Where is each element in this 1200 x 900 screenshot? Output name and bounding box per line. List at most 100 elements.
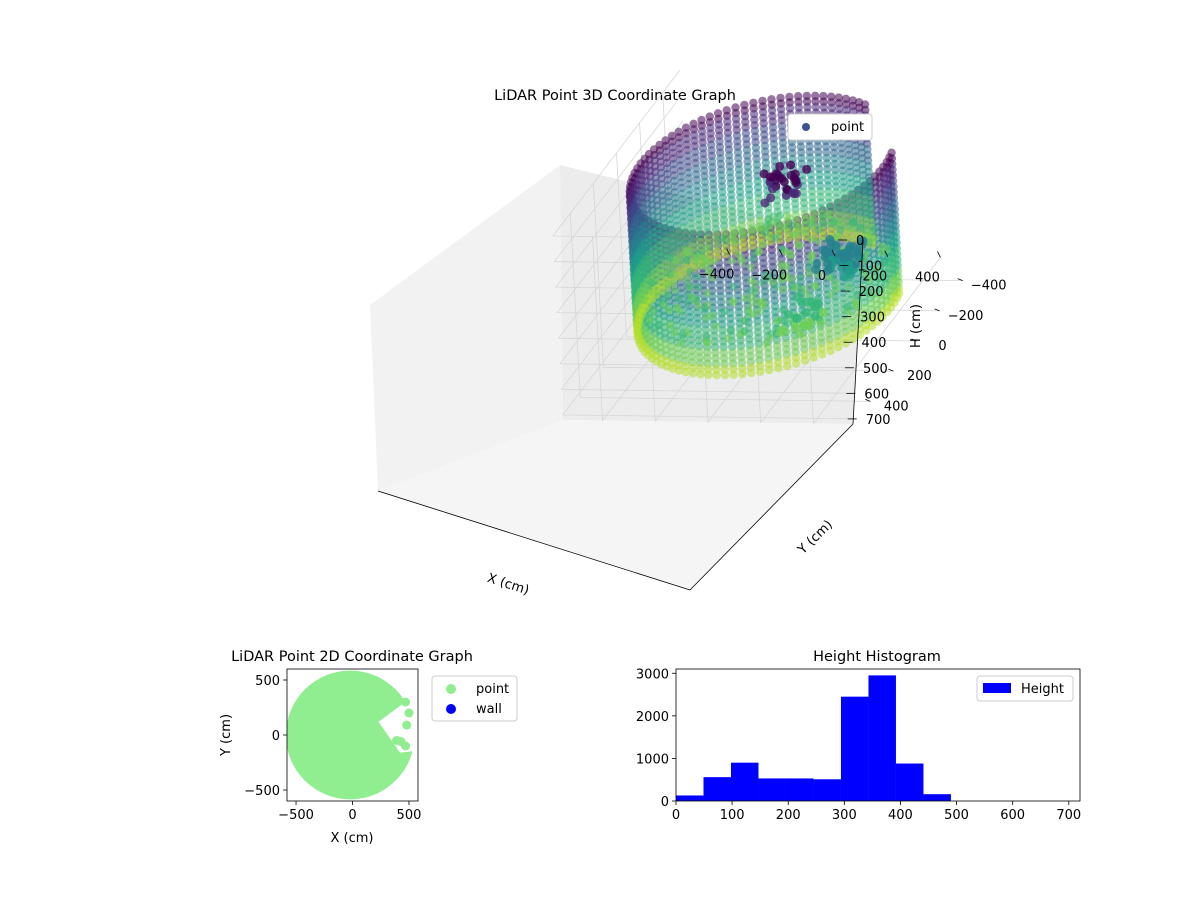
point-3d bbox=[856, 223, 865, 232]
point-3d bbox=[844, 244, 854, 254]
point-3d bbox=[870, 225, 879, 234]
x-tick bbox=[937, 251, 941, 258]
x-tick-label: 300 bbox=[832, 808, 857, 823]
x-tick-label: 0 bbox=[672, 808, 680, 823]
point-3d bbox=[681, 368, 690, 377]
y-tick-label: 400 bbox=[884, 399, 909, 414]
histogram-bar bbox=[813, 779, 841, 801]
point-3d bbox=[831, 278, 840, 287]
point-3d bbox=[823, 265, 833, 275]
point-3d bbox=[789, 189, 799, 199]
point-3d bbox=[785, 249, 794, 258]
z-tick-label: 200 bbox=[859, 285, 884, 300]
histogram-bar bbox=[730, 762, 759, 801]
y-tick bbox=[957, 278, 963, 282]
point-3d bbox=[808, 250, 817, 259]
point-3d bbox=[670, 328, 679, 337]
point-3d bbox=[811, 282, 820, 290]
point-3d bbox=[729, 370, 738, 379]
point-3d bbox=[760, 198, 770, 208]
point-cloud-disc bbox=[287, 670, 418, 800]
point-3d bbox=[804, 269, 813, 277]
z-tick-label: 100 bbox=[857, 260, 882, 275]
point-3d bbox=[669, 279, 678, 288]
legend-label: Height bbox=[1021, 682, 1064, 697]
point-3d bbox=[688, 369, 698, 378]
point-3d bbox=[823, 211, 832, 220]
point-3d bbox=[728, 230, 737, 239]
point-3d bbox=[747, 241, 757, 250]
point-3d bbox=[666, 321, 674, 330]
point-3d bbox=[817, 350, 827, 359]
point-3d bbox=[864, 230, 873, 239]
disc-gap bbox=[378, 692, 418, 753]
point-3d bbox=[857, 239, 867, 249]
point-3d bbox=[724, 236, 733, 245]
point-disc bbox=[287, 670, 415, 800]
point-3d bbox=[687, 293, 696, 302]
point-3d bbox=[890, 298, 899, 307]
histogram-title: Height Histogram bbox=[813, 649, 941, 665]
point-3d bbox=[791, 177, 801, 187]
point-3d bbox=[880, 258, 889, 267]
x-tick-label: 500 bbox=[944, 808, 969, 823]
histogram-bar bbox=[840, 696, 869, 801]
point-3d bbox=[812, 258, 822, 268]
legend-marker-point bbox=[446, 684, 456, 694]
point-3d bbox=[704, 265, 713, 274]
x-tick-label: 400 bbox=[888, 808, 913, 823]
histogram-bar bbox=[785, 778, 814, 801]
point-3d bbox=[677, 339, 686, 348]
point-3d bbox=[673, 303, 681, 312]
x-tick-label: 400 bbox=[915, 270, 940, 285]
x-tick bbox=[884, 250, 889, 257]
point-2d bbox=[401, 697, 411, 707]
point-3d bbox=[754, 297, 763, 306]
point-3d bbox=[663, 293, 672, 302]
y-tick-label: −200 bbox=[948, 309, 984, 324]
point-3d bbox=[801, 307, 811, 317]
legend-label: point bbox=[831, 120, 864, 135]
x-tick-label: −200 bbox=[751, 268, 787, 283]
point-3d bbox=[653, 290, 662, 299]
point-3d bbox=[826, 346, 835, 356]
point-3d bbox=[640, 296, 648, 305]
point-3d bbox=[792, 313, 802, 323]
point-3d bbox=[870, 234, 879, 243]
point-3d bbox=[729, 297, 738, 305]
point-3d bbox=[783, 319, 792, 328]
point-2d bbox=[404, 708, 414, 718]
point-3d bbox=[759, 278, 767, 287]
point-3d bbox=[662, 280, 671, 289]
point-3d bbox=[776, 211, 785, 220]
z-tick-label: 400 bbox=[862, 336, 887, 351]
point-3d bbox=[862, 326, 871, 335]
z-axis-label: H (cm) bbox=[909, 304, 924, 348]
point-3d bbox=[836, 225, 845, 234]
legend-box bbox=[976, 675, 1074, 702]
point-3d bbox=[791, 323, 801, 333]
point-3d bbox=[810, 311, 820, 321]
y-tick-label: 0 bbox=[938, 339, 946, 354]
histogram-bar bbox=[895, 763, 924, 801]
point-3d bbox=[786, 160, 795, 170]
point-2d bbox=[392, 736, 402, 745]
point-3d bbox=[843, 302, 852, 311]
legend-marker bbox=[802, 123, 810, 131]
point-3d bbox=[726, 327, 735, 335]
z-tick-label: 600 bbox=[864, 387, 889, 402]
plot-2d-area bbox=[287, 670, 418, 800]
plot-2d-ylabel: Y (cm) bbox=[219, 714, 234, 757]
y-tick-label: 0 bbox=[272, 729, 280, 744]
point-3d bbox=[796, 297, 806, 307]
legend-swatch bbox=[983, 683, 1011, 693]
point-3d bbox=[759, 240, 767, 249]
point-3d bbox=[702, 245, 711, 254]
floor-pane bbox=[378, 420, 853, 590]
point-3d bbox=[708, 311, 717, 320]
point-3d bbox=[788, 229, 797, 238]
legend-marker-wall bbox=[446, 704, 456, 714]
y-axis-line bbox=[689, 423, 854, 591]
y-tick-label: 2000 bbox=[636, 710, 669, 725]
point-3d bbox=[718, 234, 727, 243]
